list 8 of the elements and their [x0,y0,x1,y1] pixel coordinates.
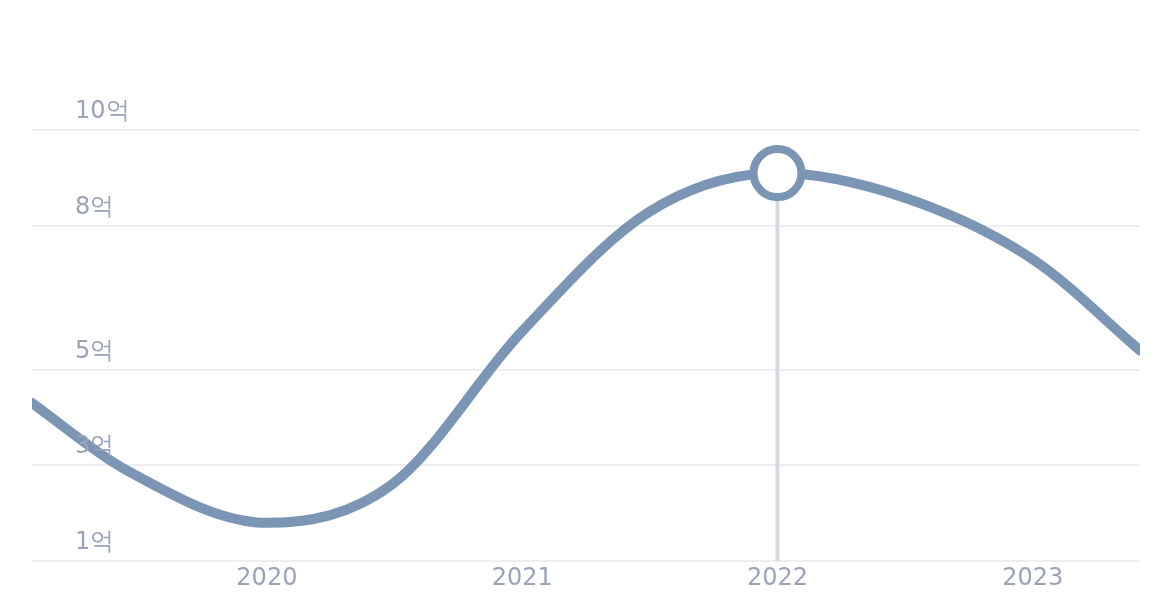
y-tick-label: 10억 [75,96,130,124]
x-tick-label: 2023 [1002,562,1064,591]
y-tick-label: 8억 [75,191,115,220]
y-tick-label: 1억 [75,527,115,556]
y-tick-label: 5억 [75,335,115,364]
x-tick-label: 2020 [236,562,298,591]
x-tick-label: 2022 [746,562,809,591]
x-tick-label: 2021 [491,562,553,591]
